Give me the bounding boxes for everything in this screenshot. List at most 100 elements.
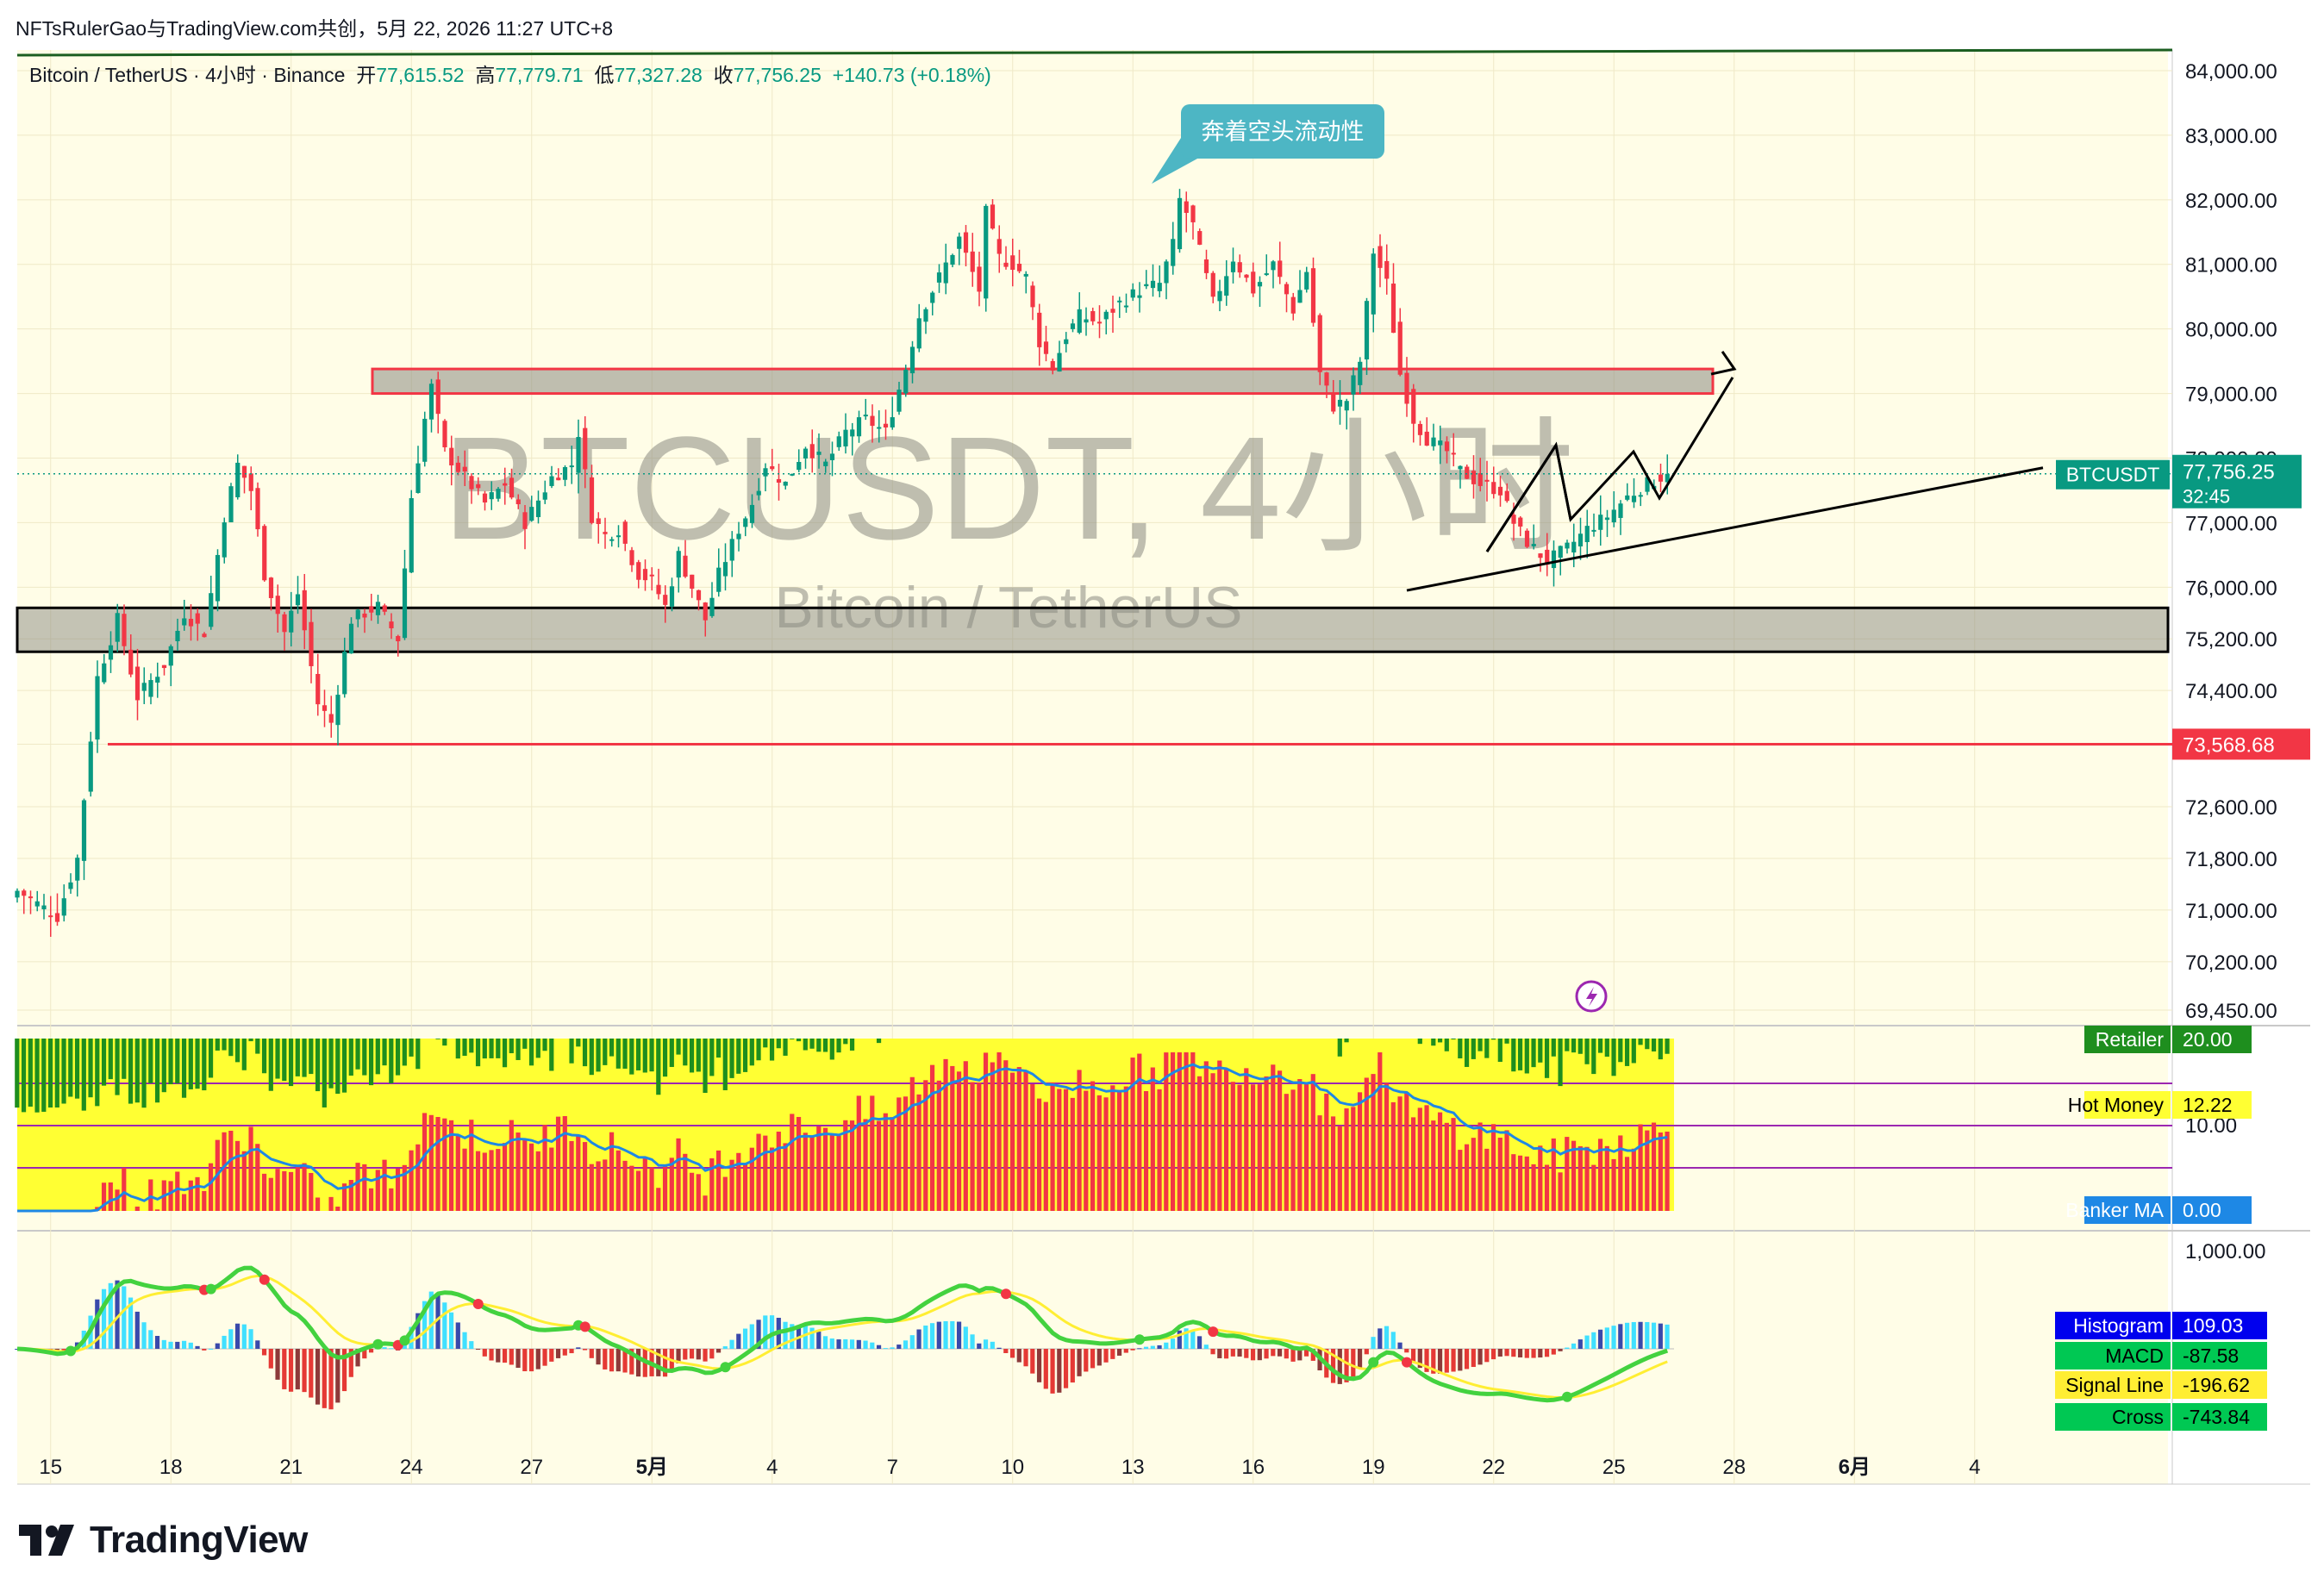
histogram-bar [415,1313,421,1349]
candle [182,599,187,631]
tradingview-logo[interactable]: TradingView [19,1519,308,1562]
candle-body [863,415,868,417]
hot-money-bar [736,1152,741,1211]
histogram-bar [822,1336,828,1349]
hot-money-bar [528,1143,534,1211]
candle-body [1358,361,1363,385]
resistance-zone [371,367,1715,396]
candle-body [462,466,467,472]
time-tick-label: 21 [279,1456,303,1479]
candle [535,490,541,524]
retailer-bar [1517,1039,1523,1070]
retailer-bar [783,1039,788,1056]
candle [1625,483,1630,502]
candle-body [1237,262,1242,273]
candle [1244,274,1249,283]
retailer-bar [528,1039,534,1066]
hot-money-bar [1170,1052,1176,1211]
retailer-bar [549,1039,554,1071]
time-tick-label: 24 [400,1456,423,1479]
histogram-bar [1103,1349,1109,1363]
histogram-bar [328,1349,334,1410]
retailer-bar [175,1039,180,1084]
histogram-bar [1471,1349,1476,1368]
hot-money-bar [309,1172,314,1211]
retailer-bar [1611,1039,1616,1076]
histogram-bar [1330,1349,1336,1383]
candle [54,893,60,927]
time-axis: 15 18 21 24 27 5月 4 7 10 13 16 19 22 25 28 6月 4 [39,1456,1980,1479]
histogram-bar [1164,1342,1169,1349]
histogram-bar [576,1347,581,1349]
candle-body [1551,550,1557,569]
candle [615,525,622,548]
histogram-bar [154,1336,160,1349]
retailer-bar [1577,1039,1583,1054]
histogram-bar [234,1323,241,1349]
cross-marker [372,1338,384,1350]
candle [729,531,734,577]
tradingview-brand: TradingView [90,1519,308,1561]
retailer-bar [542,1039,547,1051]
close-value: 77,756.25 [733,64,822,86]
candle-body [996,239,1002,254]
hot-money-bar [1624,1157,1630,1211]
candle-body [1016,264,1022,271]
histogram-bar [790,1324,795,1349]
cross-marker [579,1321,590,1332]
histogram-bar [1090,1349,1096,1369]
retailer-bar [234,1039,241,1063]
candle [896,382,902,415]
histogram-bar [502,1349,508,1363]
hot-money-bar [715,1150,722,1211]
histogram-bar [890,1347,895,1349]
hot-money-bar [656,1188,661,1211]
histogram-bar [268,1349,273,1369]
histogram-bar [1223,1349,1229,1359]
histogram-bar [1130,1349,1135,1351]
hot-money-bar [990,1062,995,1211]
candle [1344,398,1349,430]
histogram-bar [1337,1349,1342,1384]
candle [28,890,34,914]
histogram-bar [382,1347,387,1349]
candle-body [1604,517,1610,521]
candle [1077,292,1082,334]
candle [128,634,134,677]
hot-money-bar [1150,1067,1155,1211]
candle [877,410,882,443]
hot-money-bar [335,1206,340,1211]
retailer-legend-name: Hot Money [2068,1094,2165,1116]
histogram-bar [134,1311,140,1349]
candle [1438,425,1443,465]
retailer-bar [328,1039,334,1089]
hot-money-bar [829,1134,834,1211]
hot-money-bar [1565,1137,1570,1211]
candle-body [255,488,260,530]
candle [1157,265,1162,297]
symbol-line[interactable]: Bitcoin / TetherUS · 4小时 · Binance [29,64,346,86]
candle-body [482,493,488,502]
histogram-bar [1003,1349,1009,1353]
candle [629,546,634,572]
candle [1317,313,1322,385]
retailer-bar [1524,1039,1529,1074]
hot-money-bar [328,1196,334,1211]
candle-body [1317,315,1322,372]
histogram-bar [161,1339,166,1349]
histogram-bar [1611,1326,1616,1349]
retailer-legend-name-bg [2084,1196,2171,1224]
price-tick-label: 83,000.00 [2185,125,2277,148]
hot-money-bar [923,1080,928,1211]
hot-money-bar [1431,1120,1436,1211]
retailer-bar [596,1039,601,1072]
candle [1177,189,1183,253]
candle [1290,292,1296,321]
hot-money-bar [1364,1077,1369,1211]
histogram-bar [509,1349,514,1365]
candle [509,468,515,500]
candle-body [809,444,815,459]
histogram-bar [1043,1349,1048,1389]
hot-money-bar [1471,1138,1476,1211]
